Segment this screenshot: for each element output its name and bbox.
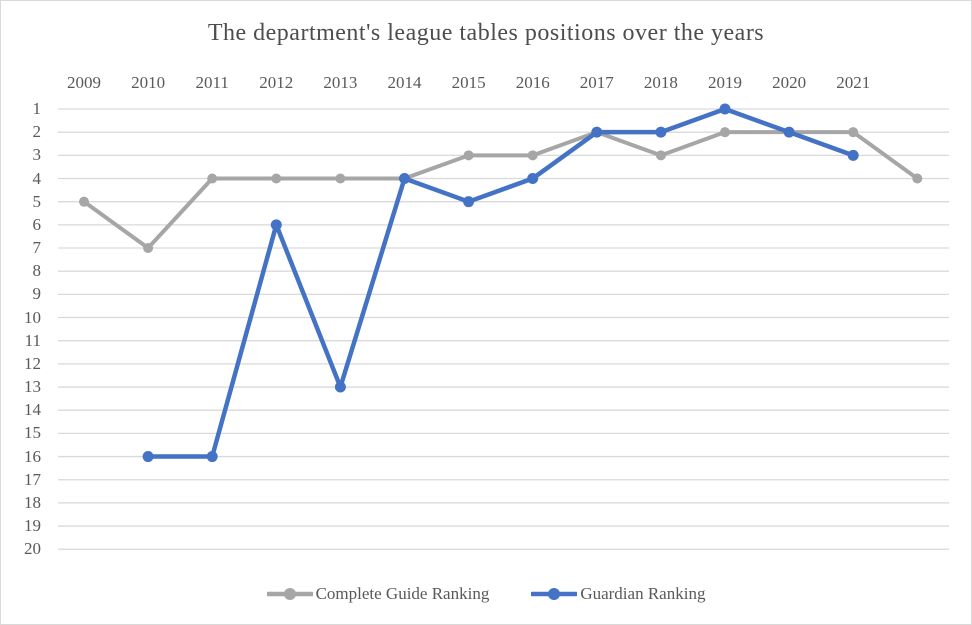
y-axis-label: 17 [24, 469, 41, 489]
data-point [912, 173, 923, 184]
legend-label: Complete Guide Ranking [315, 584, 490, 603]
y-axis-label: 13 [24, 377, 41, 397]
y-axis-label: 7 [32, 238, 42, 258]
data-point [463, 150, 474, 161]
x-axis-label: 2018 [643, 73, 678, 92]
data-point [655, 126, 667, 138]
y-axis-label: 9 [32, 284, 42, 304]
data-point [527, 173, 539, 185]
y-axis-label: 15 [24, 423, 41, 443]
x-axis-label: 2015 [451, 73, 486, 92]
legend-item-guardian-ranking: Guardian Ranking [531, 584, 705, 604]
y-axis-label: 5 [32, 191, 42, 211]
y-axis-label: 20 [24, 539, 41, 559]
chart-title: The department's league tables positions… [207, 20, 765, 46]
legend-item-complete-guide-ranking: Complete Guide Ranking [266, 584, 490, 604]
data-point [206, 451, 218, 463]
data-point [271, 173, 282, 184]
data-point [207, 173, 218, 184]
y-axis-label: 16 [24, 446, 41, 466]
data-point [847, 149, 859, 161]
x-axis-label: 2011 [195, 73, 229, 92]
data-point [591, 126, 603, 138]
y-axis-label: 2 [32, 122, 42, 142]
data-point [143, 243, 154, 254]
y-axis-label: 8 [32, 261, 42, 281]
data-point [720, 127, 730, 138]
data-point [335, 173, 346, 184]
x-axis-label: 2013 [323, 73, 358, 92]
x-axis-label: 2019 [708, 73, 742, 92]
y-axis-label: 10 [24, 307, 41, 327]
x-axis-label: 2021 [836, 73, 871, 92]
data-point [783, 126, 795, 138]
data-point [142, 451, 154, 463]
y-axis-label: 4 [32, 168, 42, 188]
y-axis-label: 19 [24, 516, 41, 536]
x-axis-label: 2020 [772, 73, 807, 92]
y-axis-label: 3 [32, 145, 42, 165]
y-axis-label: 18 [24, 492, 41, 512]
y-axis-label: 1 [32, 99, 42, 118]
chart-legend: Complete Guide Ranking Guardian Ranking [1, 579, 971, 609]
x-axis-label: 2017 [579, 73, 614, 92]
gridlines [58, 108, 949, 550]
y-axis-label: 11 [24, 330, 41, 350]
x-axis-label: 2016 [515, 73, 550, 92]
data-point [848, 127, 859, 138]
data-point [399, 173, 410, 185]
x-axis-label: 2009 [67, 73, 101, 92]
legend-label: Guardian Ranking [580, 584, 706, 603]
data-point [334, 381, 346, 393]
y-axis-label: 6 [32, 214, 42, 234]
y-axis-label: 12 [24, 353, 41, 373]
y-axis-label: 14 [24, 400, 41, 420]
legend-marker-icon [266, 588, 313, 600]
data-point [270, 219, 282, 231]
x-axis-label: 2010 [131, 73, 166, 92]
data-point [655, 150, 666, 161]
x-axis-label: 2012 [259, 73, 294, 92]
x-axis-label: 2014 [387, 73, 422, 92]
data-point [719, 103, 731, 115]
legend-marker-icon [531, 588, 578, 600]
data-point [527, 150, 538, 161]
data-point [79, 196, 89, 207]
data-point [463, 196, 475, 208]
series-guardian-ranking [142, 103, 859, 463]
